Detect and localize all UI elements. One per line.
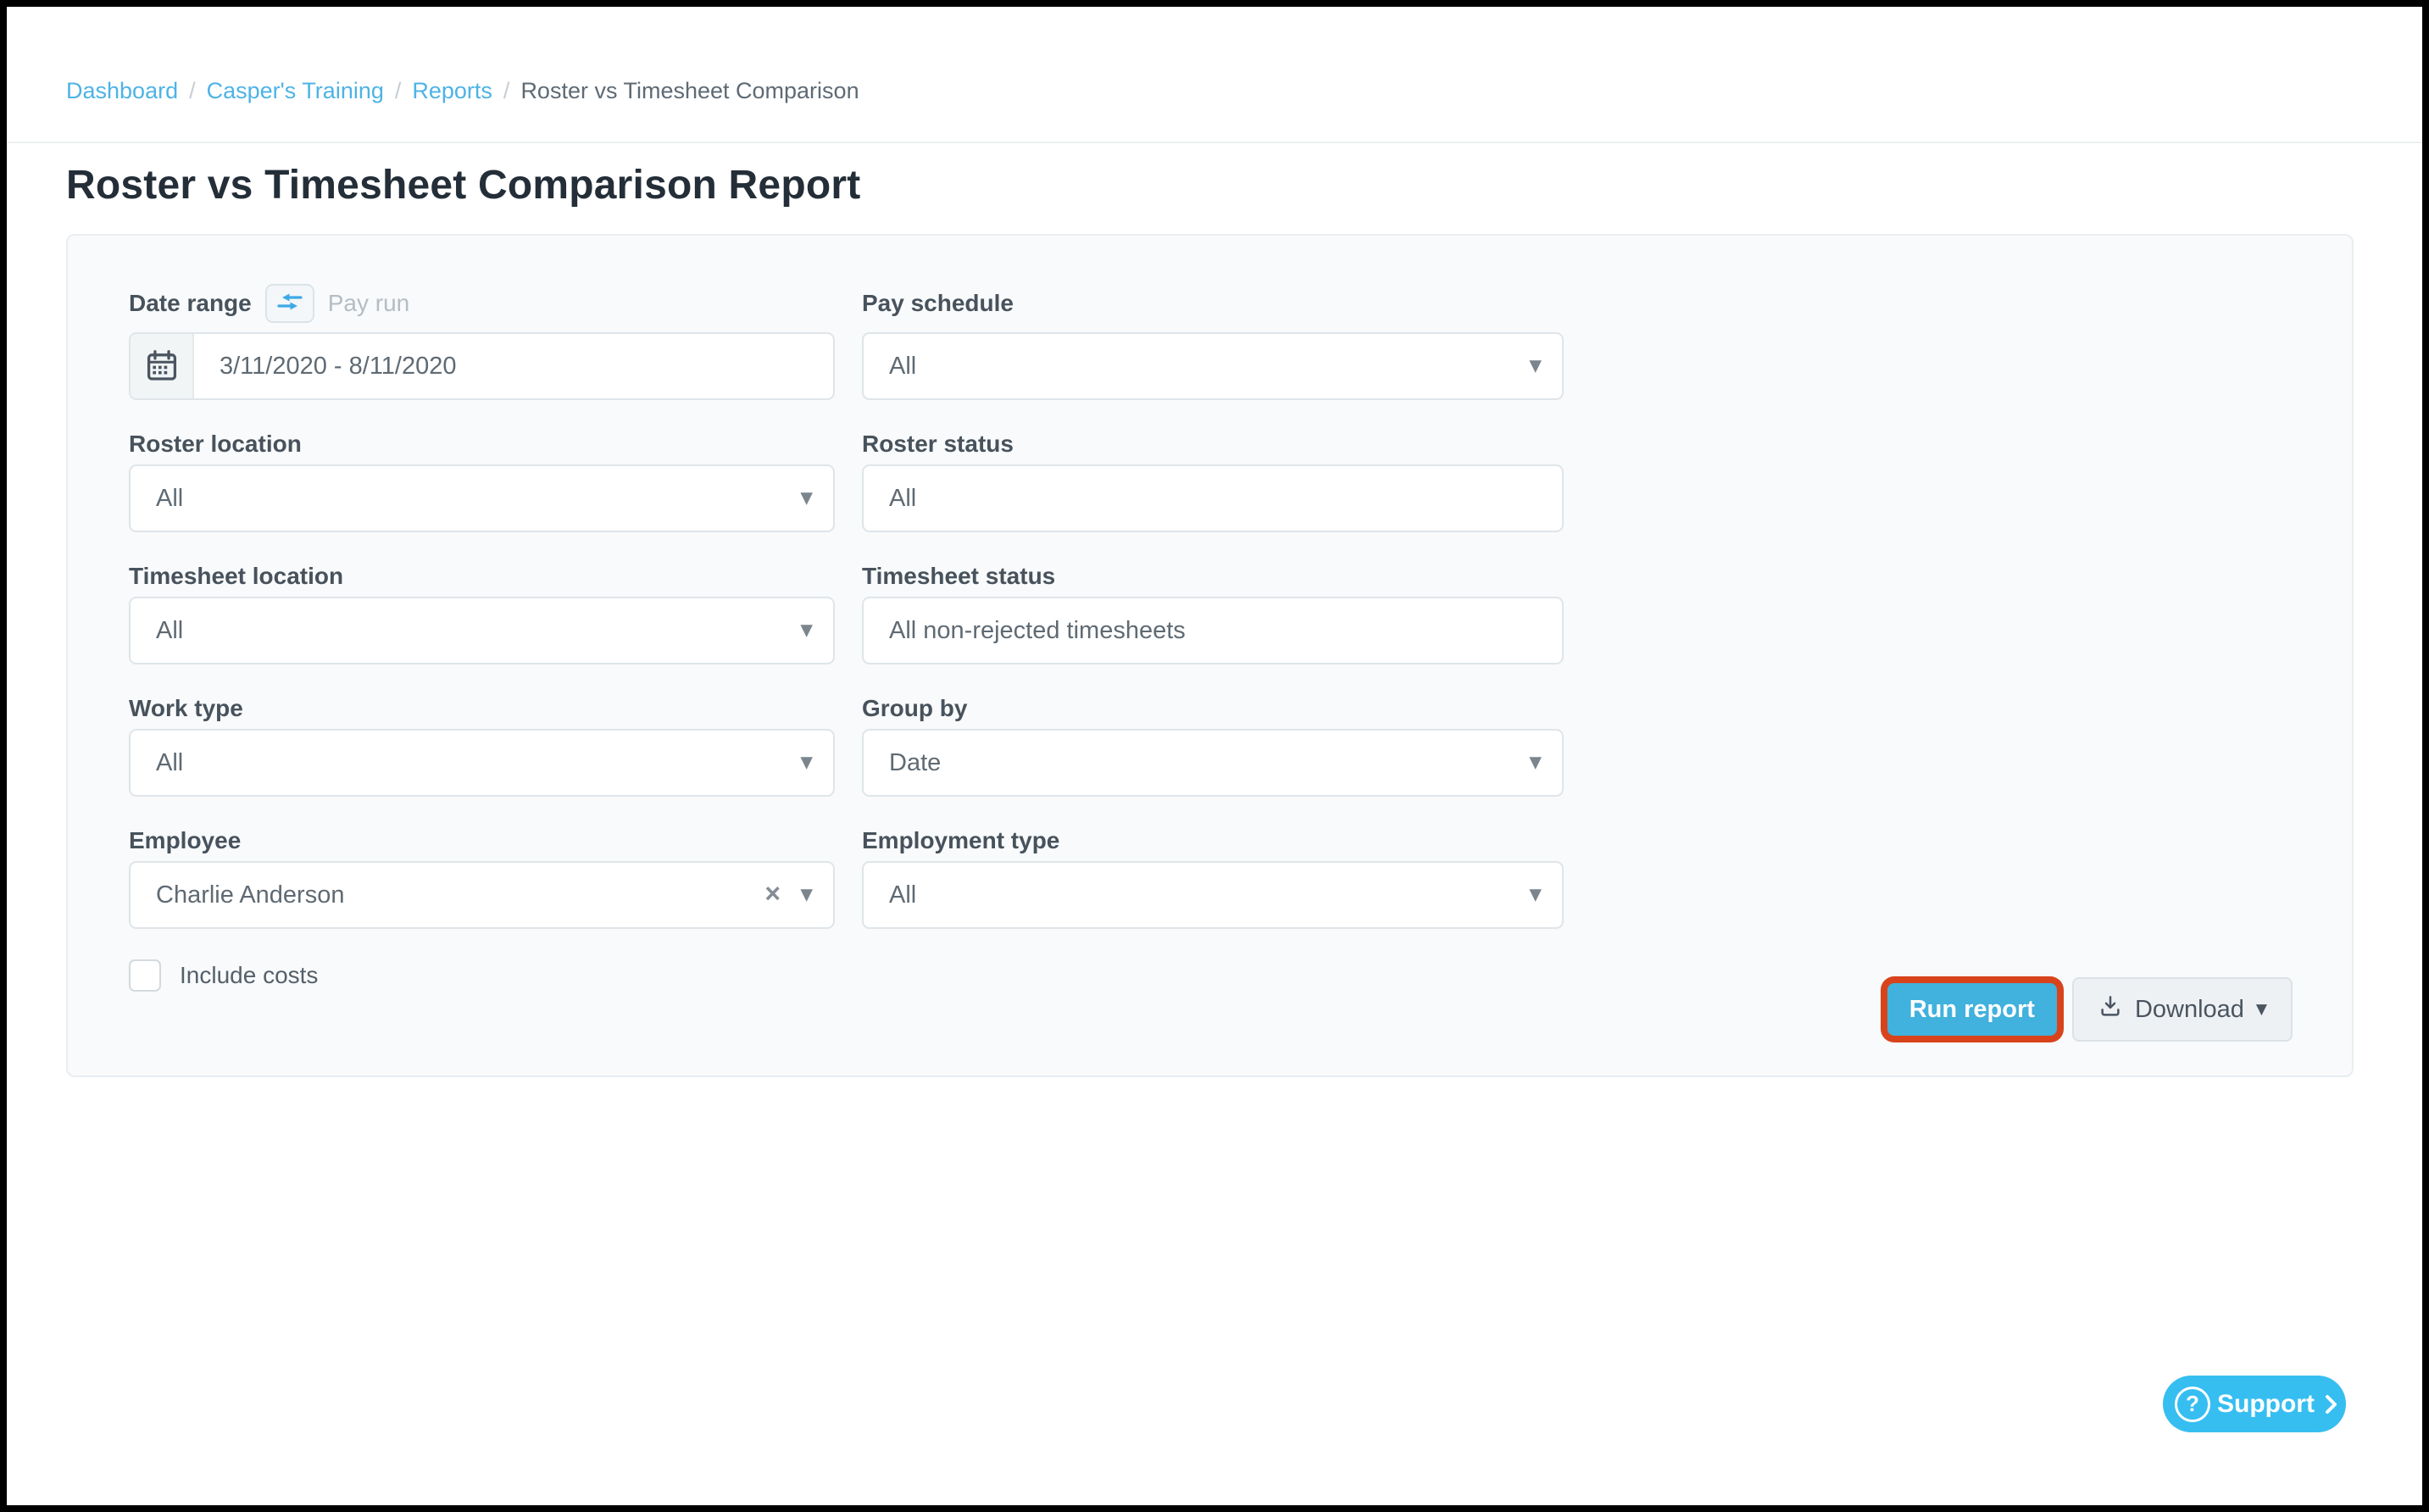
caret-down-icon: ▼ xyxy=(800,753,813,772)
caret-down-icon: ▼ xyxy=(1529,753,1542,772)
caret-down-icon: ▼ xyxy=(800,620,813,640)
roster-location-value: All xyxy=(156,484,184,512)
support-button[interactable]: ? Support xyxy=(2163,1376,2346,1432)
include-costs-option[interactable]: Include costs xyxy=(129,959,318,992)
download-icon xyxy=(2098,993,2123,1026)
field-work-type: Work type All ▼ xyxy=(129,697,835,797)
field-roster-status: Roster status All xyxy=(862,432,1564,532)
report-filters-panel: Date range Pay run xyxy=(66,234,2354,1077)
date-range-input[interactable]: 3/11/2020 - 8/11/2020 xyxy=(129,332,835,400)
group-by-select[interactable]: Date ▼ xyxy=(862,729,1564,797)
breadcrumb-dashboard[interactable]: Dashboard xyxy=(66,78,179,103)
field-roster-location: Roster location All ▼ xyxy=(129,432,835,532)
caret-down-icon: ▼ xyxy=(800,488,813,508)
caret-down-icon: ▼ xyxy=(1529,885,1542,904)
date-mode-toggle-button[interactable] xyxy=(264,284,314,323)
roster-status-select[interactable]: All xyxy=(862,464,1564,532)
date-range-value: 3/11/2020 - 8/11/2020 xyxy=(220,352,457,380)
report-actions: Run report Download ▼ xyxy=(1881,976,2293,1042)
field-pay-schedule: Pay schedule All ▼ xyxy=(862,283,1564,400)
caret-down-icon: ▼ xyxy=(2255,1001,2267,1018)
breadcrumb-current-page: Roster vs Timesheet Comparison xyxy=(520,78,859,103)
breadcrumb-business[interactable]: Casper's Training xyxy=(206,78,384,103)
panel-footer: Include costs Run report Download ▼ xyxy=(129,959,2293,1042)
support-label: Support xyxy=(2217,1389,2315,1418)
caret-down-icon: ▼ xyxy=(800,885,813,904)
header-divider xyxy=(7,142,2422,143)
timesheet-location-label: Timesheet location xyxy=(129,563,344,589)
clear-employee-icon[interactable]: × xyxy=(764,878,781,909)
include-costs-label: Include costs xyxy=(180,962,319,988)
page-title: Roster vs Timesheet Comparison Report xyxy=(66,163,861,208)
date-mode-row: Date range Pay run xyxy=(129,283,835,324)
employee-select[interactable]: Charlie Anderson × ▼ xyxy=(129,861,835,929)
filters-grid: Date range Pay run xyxy=(129,283,1564,929)
date-range-label: Date range xyxy=(129,290,252,316)
field-date-range: Date range Pay run xyxy=(129,283,835,400)
question-mark-icon: ? xyxy=(2175,1386,2210,1422)
breadcrumb-reports[interactable]: Reports xyxy=(412,78,492,103)
timesheet-location-select[interactable]: All ▼ xyxy=(129,597,835,664)
run-report-button[interactable]: Run report xyxy=(1887,983,2057,1036)
swap-arrows-icon xyxy=(277,291,303,317)
chevron-right-icon xyxy=(2321,1392,2340,1416)
download-button[interactable]: Download ▼ xyxy=(2071,977,2293,1042)
group-by-value: Date xyxy=(889,748,942,776)
roster-location-select[interactable]: All ▼ xyxy=(129,464,835,532)
timesheet-location-value: All xyxy=(156,616,184,644)
field-employment-type: Employment type All ▼ xyxy=(862,829,1564,929)
breadcrumb-separator: / xyxy=(503,78,510,103)
employment-type-select[interactable]: All ▼ xyxy=(862,861,1564,929)
timesheet-status-select[interactable]: All non-rejected timesheets xyxy=(862,597,1564,664)
employment-type-value: All xyxy=(889,881,917,909)
field-timesheet-location: Timesheet location All ▼ xyxy=(129,564,835,664)
include-costs-checkbox[interactable] xyxy=(129,959,161,992)
pay-run-mode-label[interactable]: Pay run xyxy=(327,290,410,316)
work-type-value: All xyxy=(156,748,184,776)
timesheet-status-label: Timesheet status xyxy=(862,563,1056,589)
employee-value: Charlie Anderson xyxy=(156,881,345,909)
field-employee: Employee Charlie Anderson × ▼ xyxy=(129,829,835,929)
calendar-icon[interactable] xyxy=(131,334,194,398)
caret-down-icon: ▼ xyxy=(1529,356,1542,375)
employee-label: Employee xyxy=(129,827,242,853)
pay-schedule-label: Pay schedule xyxy=(862,290,1014,316)
work-type-select[interactable]: All ▼ xyxy=(129,729,835,797)
timesheet-status-value: All non-rejected timesheets xyxy=(889,616,1186,644)
work-type-label: Work type xyxy=(129,695,243,721)
field-group-by: Group by Date ▼ xyxy=(862,697,1564,797)
pay-schedule-select[interactable]: All ▼ xyxy=(862,332,1564,400)
field-timesheet-status: Timesheet status All non-rejected timesh… xyxy=(862,564,1564,664)
breadcrumb-separator: / xyxy=(394,78,402,103)
roster-status-value: All xyxy=(889,484,917,512)
employment-type-label: Employment type xyxy=(862,827,1060,853)
pay-schedule-value: All xyxy=(889,352,917,380)
download-label: Download xyxy=(2134,995,2244,1023)
breadcrumb-separator: / xyxy=(189,78,196,103)
breadcrumb: Dashboard / Casper's Training / Reports … xyxy=(7,7,2422,104)
roster-location-label: Roster location xyxy=(129,431,302,457)
group-by-label: Group by xyxy=(862,695,968,721)
roster-status-label: Roster status xyxy=(862,431,1014,457)
